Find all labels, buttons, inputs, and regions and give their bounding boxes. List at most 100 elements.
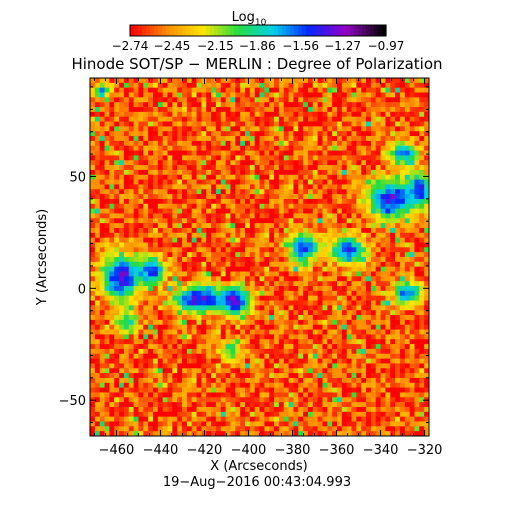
heatmap-cell <box>186 111 193 118</box>
heatmap-cell <box>395 213 401 219</box>
heatmap-cell <box>307 179 314 185</box>
heatmap-cell <box>414 107 420 113</box>
heatmap-cell <box>370 169 377 176</box>
heatmap-cell <box>380 348 386 355</box>
heatmap-cell <box>395 97 401 103</box>
heatmap-cell <box>380 324 386 330</box>
heatmap-cell <box>123 131 130 137</box>
heatmap-cell <box>390 213 396 219</box>
heatmap-cell <box>225 252 231 258</box>
heatmap-cell <box>283 348 289 355</box>
heatmap-cell <box>346 107 352 113</box>
heatmap-cell <box>167 87 173 93</box>
heatmap-cell <box>356 290 362 297</box>
heatmap-cell <box>182 276 188 282</box>
heatmap-cell <box>123 315 130 321</box>
heatmap-cell <box>278 310 285 316</box>
heatmap-cell <box>399 160 406 166</box>
heatmap-cell <box>356 344 362 350</box>
heatmap-cell <box>312 358 319 364</box>
heatmap-cell <box>264 165 270 171</box>
heatmap-cell <box>341 300 348 306</box>
heatmap-cell <box>254 218 260 224</box>
heatmap-cell <box>104 160 110 166</box>
heatmap-cell <box>395 136 401 142</box>
heatmap-cell <box>293 271 299 277</box>
heatmap-cell <box>341 242 348 248</box>
heatmap-cell <box>114 276 120 282</box>
heatmap-cell <box>366 145 372 151</box>
heatmap-cell <box>259 402 265 408</box>
heatmap-cell <box>99 140 105 147</box>
heatmap-cell <box>259 276 265 282</box>
heatmap-cell <box>346 315 352 321</box>
heatmap-cell <box>409 208 415 214</box>
heatmap-cell <box>419 136 425 142</box>
heatmap-cell <box>109 242 115 248</box>
heatmap-cell <box>157 363 164 369</box>
heatmap-cell <box>346 392 352 398</box>
heatmap-cell <box>230 242 236 248</box>
heatmap-cell <box>264 276 270 282</box>
heatmap-cell <box>317 344 323 350</box>
heatmap-cell <box>414 286 420 292</box>
heatmap-cell <box>424 402 430 408</box>
heatmap-cell <box>191 189 197 195</box>
heatmap-cell <box>341 295 348 301</box>
heatmap-cell <box>312 344 319 350</box>
heatmap-cell <box>395 266 401 272</box>
heatmap-cell <box>157 329 164 335</box>
heatmap-cell <box>240 102 246 108</box>
heatmap-cell <box>307 339 314 345</box>
heatmap-cell <box>424 300 430 306</box>
heatmap-cell <box>322 111 328 118</box>
heatmap-cell <box>240 131 246 137</box>
heatmap-cell <box>274 189 280 195</box>
heatmap-cell <box>269 136 275 142</box>
heatmap-cell <box>307 203 314 210</box>
heatmap-cell <box>94 266 101 272</box>
heatmap-cell <box>128 237 134 243</box>
heatmap-cell <box>211 184 217 190</box>
heatmap-cell <box>419 392 425 398</box>
heatmap-cell <box>293 87 299 93</box>
colorbar-swatch <box>278 25 283 36</box>
colorbar-swatch <box>358 25 363 36</box>
heatmap-cell <box>167 247 173 253</box>
heatmap-cell <box>312 107 319 113</box>
heatmap-cell <box>138 97 144 103</box>
heatmap-cell <box>303 78 309 84</box>
heatmap-cell <box>424 208 430 214</box>
heatmap-cell <box>390 131 396 137</box>
heatmap-cell <box>182 252 188 258</box>
heatmap-cell <box>240 334 246 340</box>
heatmap-cell <box>225 232 231 239</box>
heatmap-cell <box>375 266 381 272</box>
heatmap-cell <box>235 242 241 248</box>
heatmap-cell <box>278 406 285 413</box>
heatmap-cell <box>90 247 96 253</box>
heatmap-cell <box>259 208 265 214</box>
heatmap-cell <box>303 227 309 234</box>
heatmap-cell <box>332 145 338 151</box>
heatmap-cell <box>244 160 251 166</box>
heatmap-cell <box>351 402 357 408</box>
colorbar-swatch <box>370 25 375 36</box>
heatmap-cell <box>283 150 289 156</box>
heatmap-cell <box>90 140 96 147</box>
heatmap-cell <box>366 397 372 403</box>
heatmap-cell <box>206 295 212 301</box>
heatmap-cell <box>235 213 241 219</box>
heatmap-cell <box>259 377 265 384</box>
heatmap-cell <box>148 160 154 166</box>
heatmap-cell <box>278 218 285 224</box>
heatmap-cell <box>380 358 386 364</box>
heatmap-cell <box>90 223 96 229</box>
colorbar-tick-labels: −2.74 −2.45 −2.15 −1.86 −1.56 −1.27 −0.97 <box>112 39 405 53</box>
heatmap-cell <box>307 194 314 200</box>
heatmap-cell <box>211 140 217 147</box>
heatmap-cell <box>269 78 275 84</box>
colorbar-swatch <box>254 25 259 36</box>
heatmap-cell <box>409 324 415 330</box>
heatmap-cell <box>293 406 299 413</box>
